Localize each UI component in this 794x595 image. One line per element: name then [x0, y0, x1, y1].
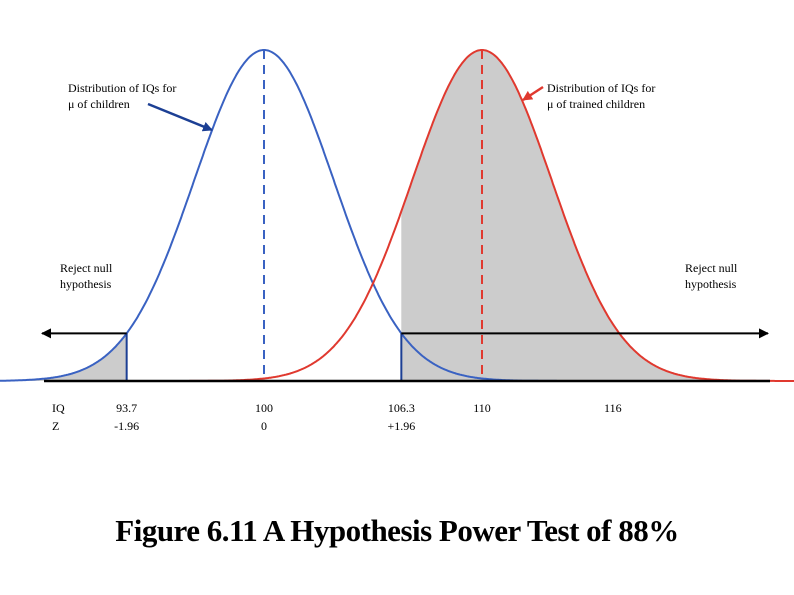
tick-label-z: 0	[261, 419, 267, 433]
trained-callout-arrow	[522, 85, 544, 102]
power-test-chart: Distribution of IQs for μ of children Di…	[0, 49, 794, 433]
trained-callout-line1: Distribution of IQs for	[547, 81, 655, 95]
children-callout-line1: Distribution of IQs for	[68, 81, 176, 95]
axis-tick-labels: IQ 93.7 100 106.3 110 116 Z -1.96 0 +1.96	[52, 401, 622, 433]
tick-label-iq: 110	[473, 401, 491, 415]
figure-caption: Figure 6.11 A Hypothesis Power Test of 8…	[115, 513, 679, 548]
tick-label-iq: 106.3	[388, 401, 415, 415]
children-callout-line2: μ of children	[68, 97, 130, 111]
tick-label-iq: 93.7	[116, 401, 137, 415]
tick-label-iq: 116	[604, 401, 622, 415]
tick-label-z: -1.96	[114, 419, 139, 433]
reject-right-line2: hypothesis	[685, 277, 737, 291]
trained-callout-line2: μ of trained children	[547, 97, 645, 111]
axis-row-label-iq: IQ	[52, 401, 65, 415]
power-region-shade	[401, 50, 794, 381]
reject-left-line2: hypothesis	[60, 277, 112, 291]
axis-row-label-z: Z	[52, 419, 59, 433]
children-callout-arrow	[147, 102, 213, 132]
tick-label-z: +1.96	[387, 419, 415, 433]
tick-label-iq: 100	[255, 401, 273, 415]
reject-region-left-shade	[0, 333, 127, 381]
reject-right-line1: Reject null	[685, 261, 738, 275]
reject-left-line1: Reject null	[60, 261, 113, 275]
